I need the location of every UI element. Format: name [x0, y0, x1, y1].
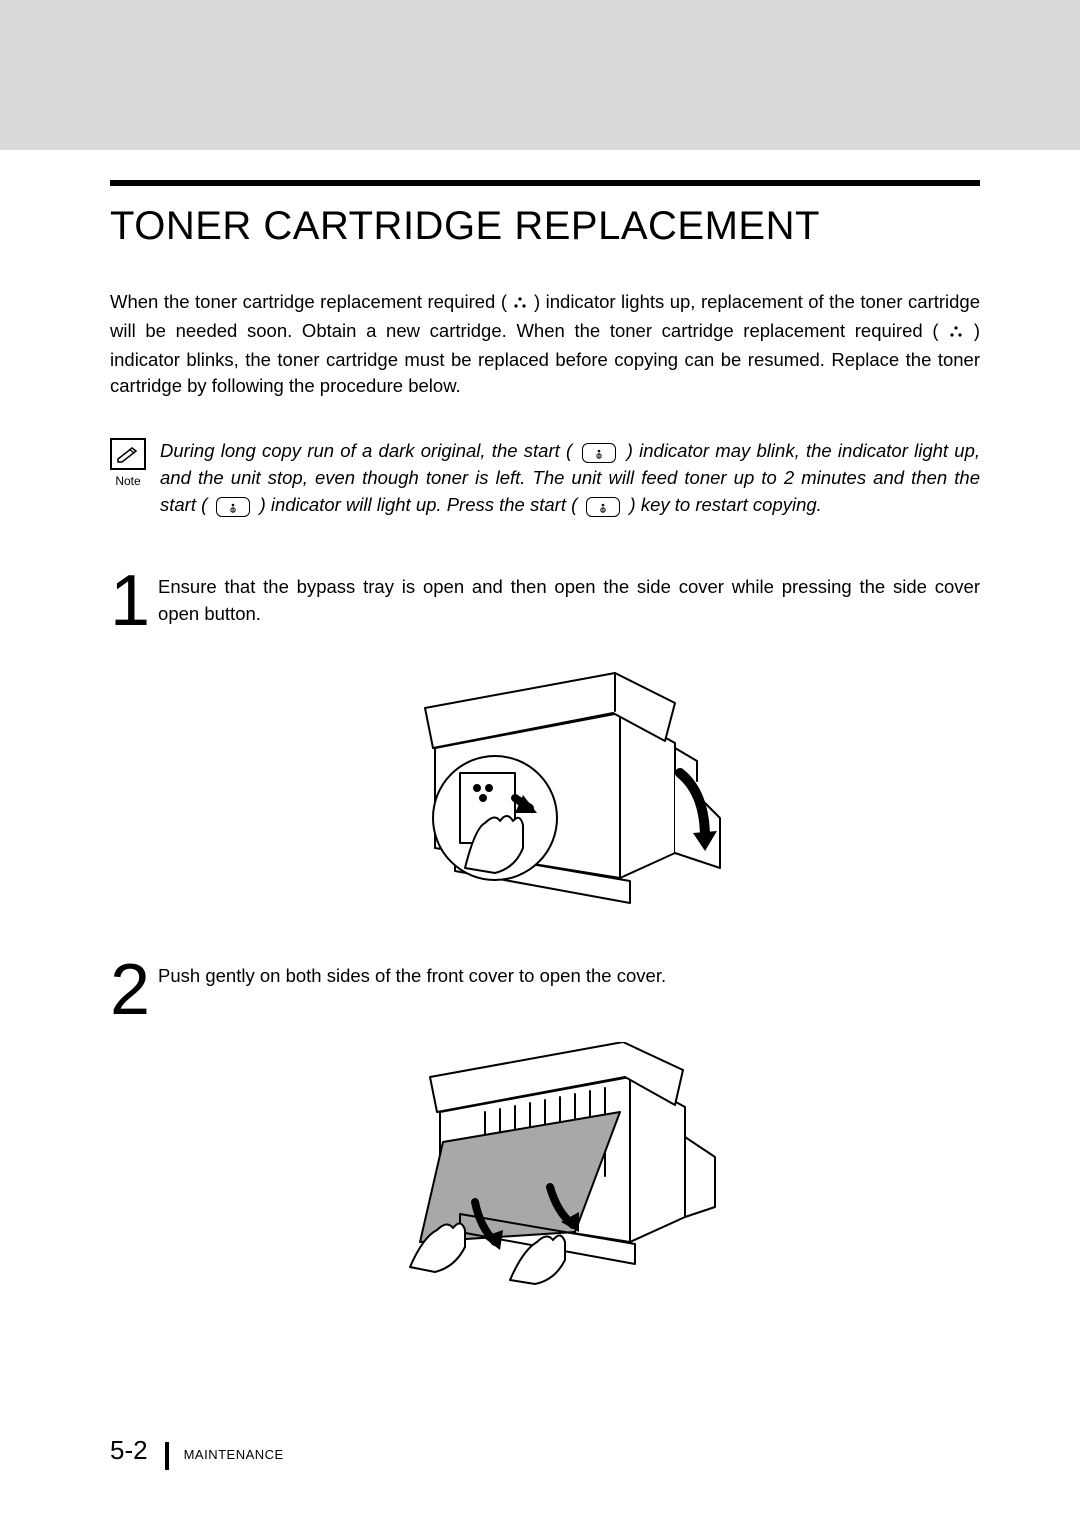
page-title: TONER CARTRIDGE REPLACEMENT [110, 204, 980, 249]
page-content: TONER CARTRIDGE REPLACEMENT When the ton… [110, 180, 980, 1287]
printer-side-cover-diagram [365, 653, 725, 928]
start-button-icon [216, 497, 250, 517]
section-label: MAINTENANCE [184, 1447, 284, 1462]
note-text-3: ) indicator will light up. Press the sta… [260, 494, 578, 515]
page-number: 5-2 [110, 1435, 148, 1466]
note-icon-box: Note [110, 438, 146, 488]
footer-separator [165, 1442, 169, 1470]
printer-front-cover-diagram [365, 1042, 725, 1287]
title-rule [110, 180, 980, 186]
step-text: Push gently on both sides of the front c… [158, 963, 980, 990]
note-block: Note During long copy run of a dark orig… [110, 438, 980, 518]
illustration-step-1 [110, 653, 980, 928]
note-text: During long copy run of a dark original,… [160, 438, 980, 518]
intro-paragraph: When the toner cartridge replacement req… [110, 289, 980, 400]
step-text: Ensure that the bypass tray is open and … [158, 574, 980, 628]
pencil-note-icon [110, 438, 146, 470]
step-2: 2 Push gently on both sides of the front… [110, 963, 980, 1017]
header-band [0, 0, 1080, 150]
illustration-step-2 [110, 1042, 980, 1287]
step-number: 1 [110, 574, 150, 628]
note-label: Note [115, 474, 140, 488]
toner-indicator-icon [512, 291, 528, 318]
toner-indicator-icon [948, 320, 964, 347]
note-text-4: ) key to restart copying. [630, 494, 822, 515]
start-button-icon [586, 497, 620, 517]
note-text-1: During long copy run of a dark original,… [160, 440, 572, 461]
page-footer: 5-2 MAINTENANCE [110, 1435, 284, 1466]
start-button-icon [582, 443, 616, 463]
step-1: 1 Ensure that the bypass tray is open an… [110, 574, 980, 628]
intro-text-1: When the toner cartridge replacement req… [110, 291, 507, 312]
step-number: 2 [110, 963, 150, 1017]
